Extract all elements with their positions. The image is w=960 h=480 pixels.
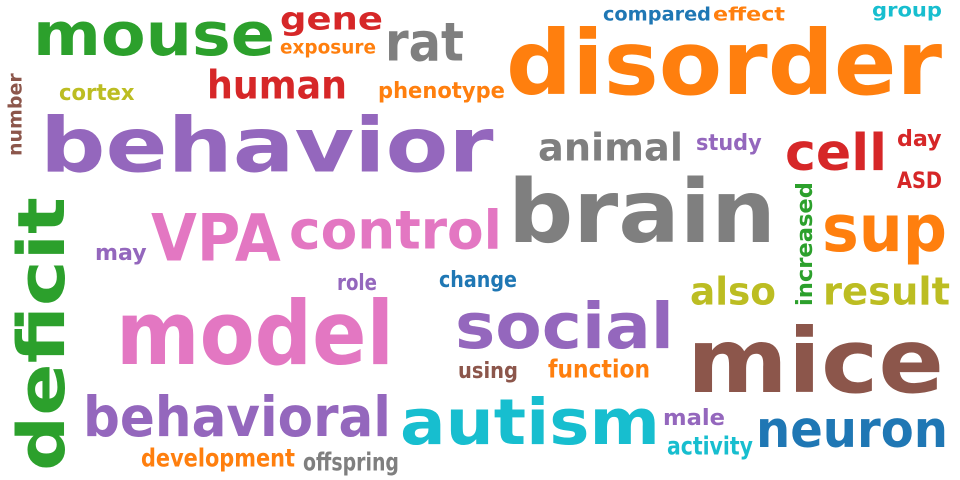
- word-behavioral: behavioral: [83, 385, 391, 449]
- word-change: change: [439, 267, 517, 293]
- word-increased: increased: [792, 182, 818, 306]
- word-effect: effect: [713, 3, 785, 25]
- word-mouse: mouse: [33, 0, 275, 69]
- word-activity: activity: [667, 433, 753, 461]
- word-offspring: offspring: [303, 449, 399, 477]
- word-exposure: exposure: [280, 37, 376, 58]
- word-may: may: [95, 240, 147, 266]
- word-result: result: [823, 271, 950, 315]
- word-mice: mice: [687, 310, 944, 413]
- word-using: using: [458, 358, 518, 383]
- word-compared: compared: [603, 3, 711, 26]
- word-study: study: [696, 130, 762, 156]
- word-role: role: [337, 269, 377, 295]
- word-asd: ASD: [897, 168, 942, 194]
- word-human: human: [207, 62, 347, 108]
- word-development: development: [141, 445, 295, 473]
- word-rat: rat: [385, 12, 464, 74]
- word-disorder: disorder: [506, 13, 942, 116]
- word-deficit: deficit: [4, 197, 80, 471]
- word-function: function: [548, 354, 650, 384]
- word-control: control: [289, 198, 502, 261]
- word-animal: animal: [538, 125, 683, 169]
- word-vpa: VPA: [151, 200, 281, 276]
- word-number: number: [5, 73, 27, 156]
- word-also: also: [690, 269, 776, 313]
- word-cell: cell: [785, 123, 887, 182]
- word-model: model: [116, 282, 394, 384]
- word-brain: brain: [508, 162, 776, 264]
- word-group: group: [872, 0, 942, 21]
- word-social: social: [455, 290, 674, 363]
- word-male: male: [663, 405, 725, 431]
- word-cortex: cortex: [59, 81, 135, 107]
- word-day: day: [897, 126, 942, 152]
- word-gene: gene: [280, 1, 383, 37]
- word-behavior: behavior: [40, 101, 494, 189]
- word-autism: autism: [400, 386, 660, 459]
- word-sup: sup: [822, 191, 947, 267]
- word-neuron: neuron: [756, 399, 948, 459]
- word-phenotype: phenotype: [378, 78, 505, 104]
